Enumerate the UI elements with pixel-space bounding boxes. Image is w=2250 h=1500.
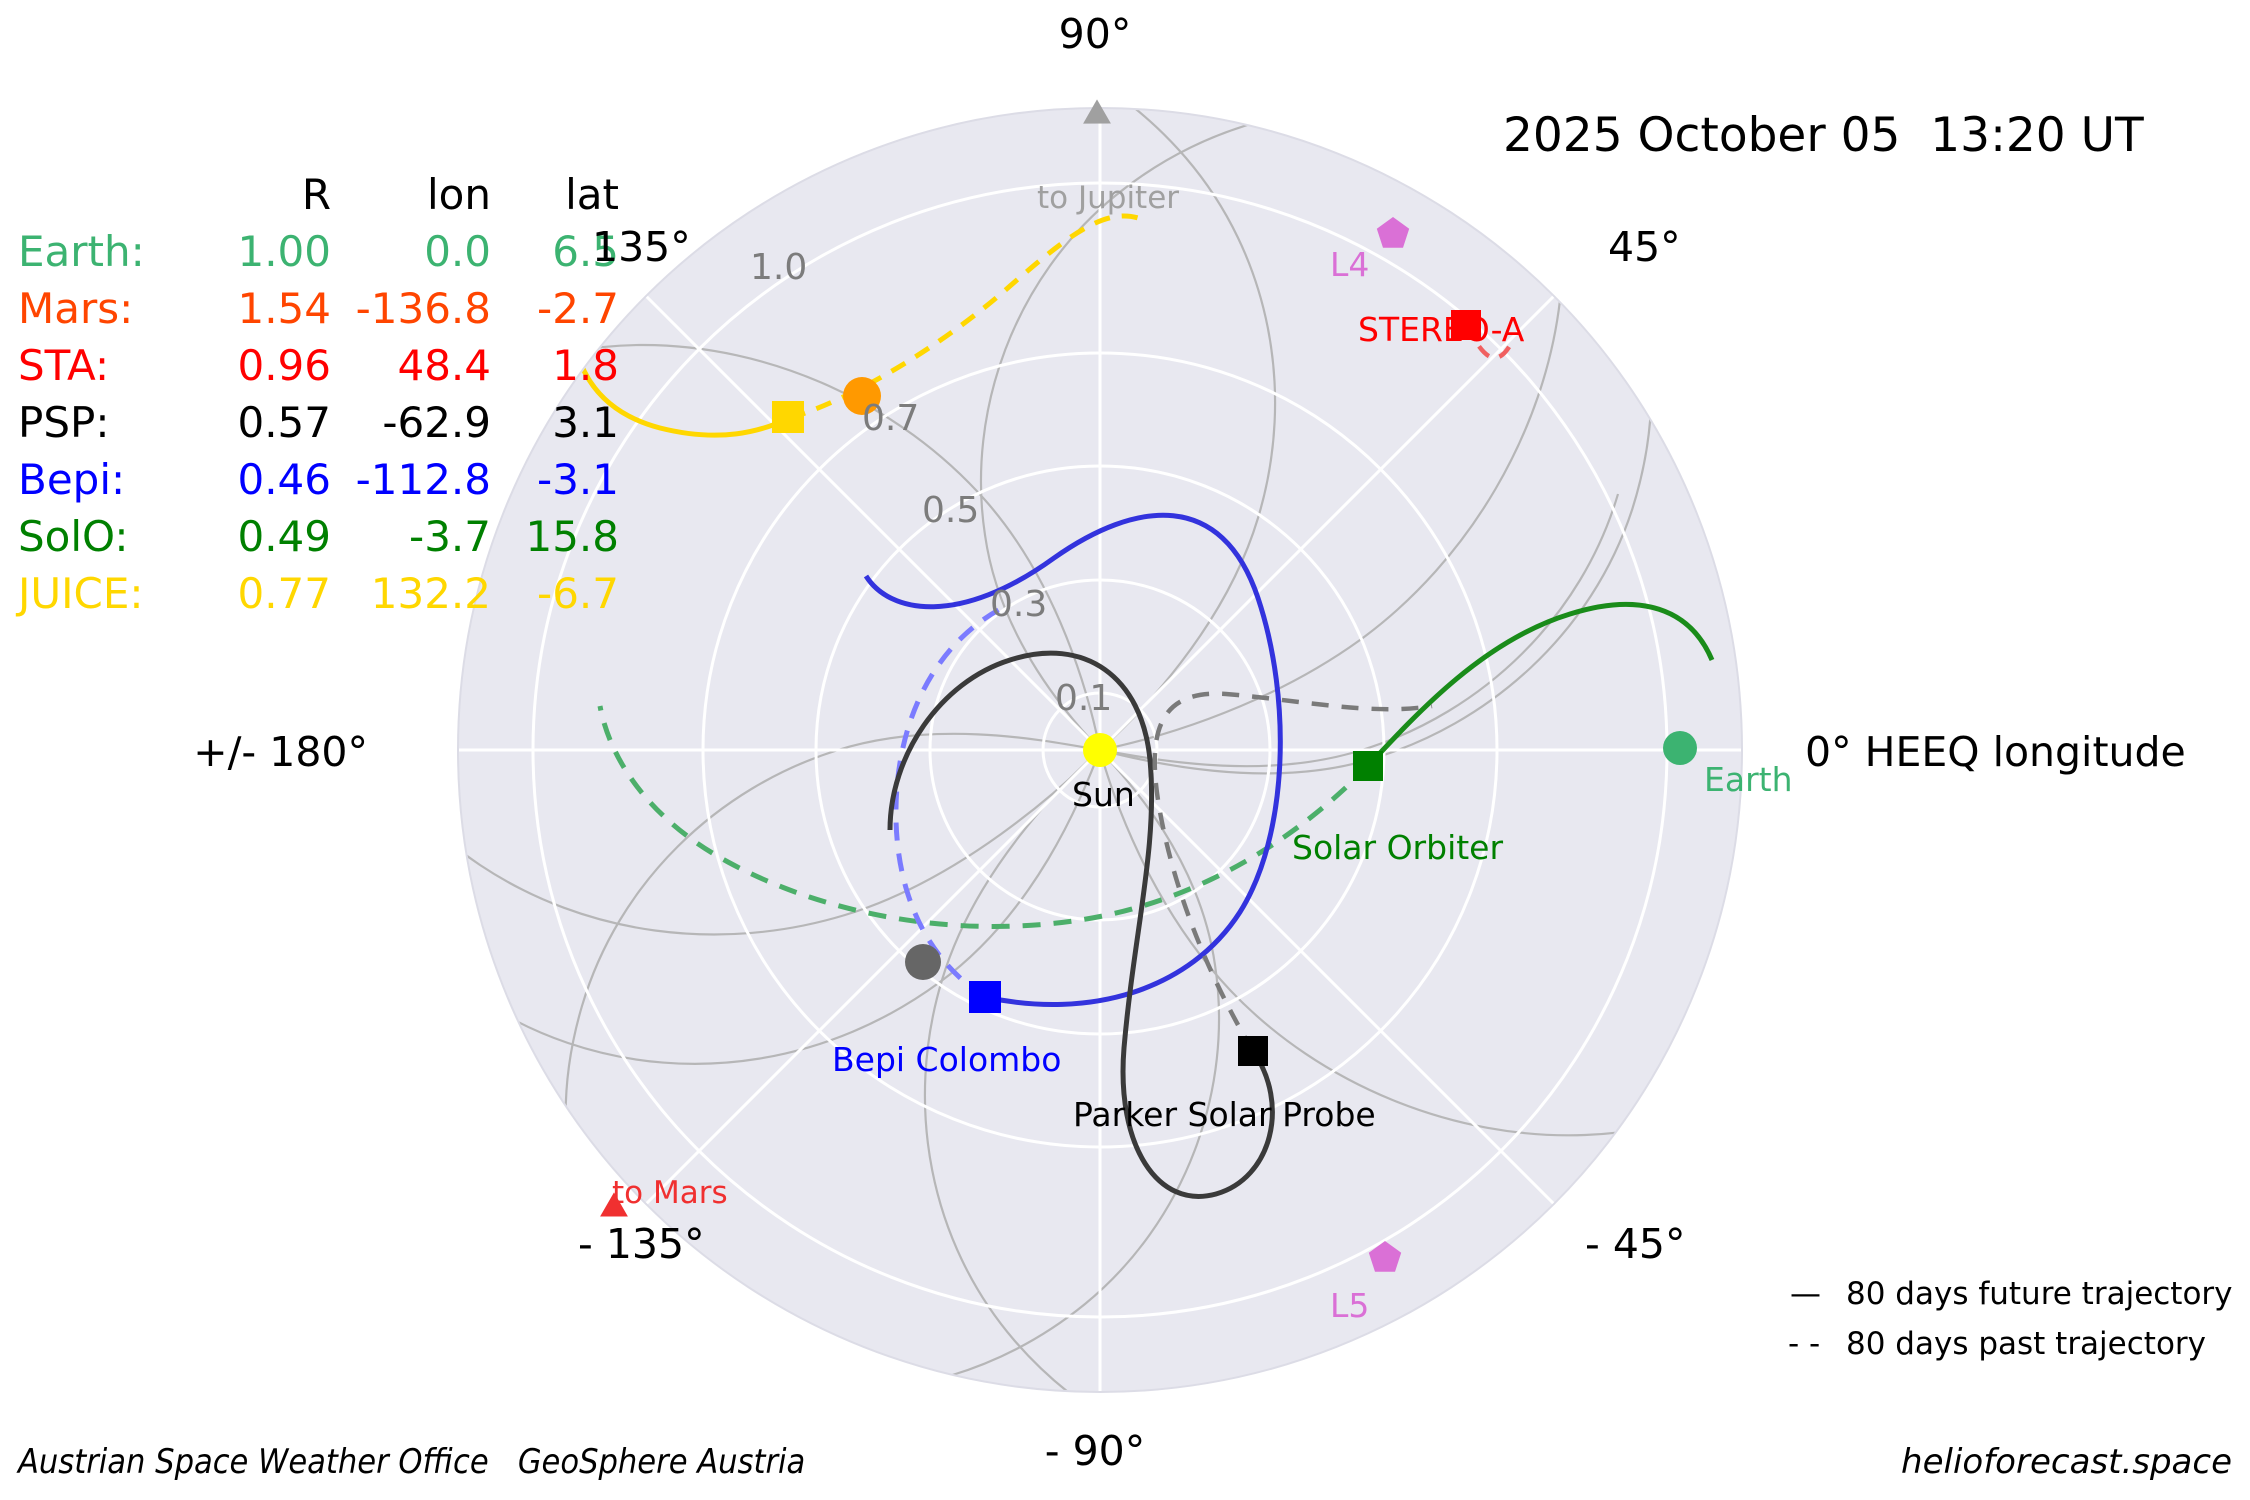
table-header-lon: lon xyxy=(427,170,491,219)
trajectory-solar-orbiter-past xyxy=(597,705,1370,929)
table-cell-name: STA: xyxy=(18,341,110,390)
marker-stereo-a xyxy=(1451,310,1481,340)
legend-past-label: 80 days past trajectory xyxy=(1846,1326,2206,1362)
radial-label: 0.3 xyxy=(990,584,1048,625)
marker-earth xyxy=(1663,731,1697,765)
trajectory-psp-past xyxy=(1152,691,1433,1053)
marker-bepi-colombo xyxy=(969,981,1001,1013)
angular-label: 135° xyxy=(592,223,691,271)
radial-label: 0.5 xyxy=(922,490,980,531)
label-parker-solar-probe: Parker Solar Probe xyxy=(1073,1095,1376,1134)
legend-past-dash: - - xyxy=(1788,1326,1821,1362)
table-cell-lon: 48.4 xyxy=(397,341,491,390)
label-to-mars: to Mars xyxy=(612,1175,728,1211)
table-cell-r: 0.46 xyxy=(237,455,331,504)
label-to-jupiter: to Jupiter xyxy=(1037,180,1180,216)
table-row: Mars: 1.54 -136.8 -2.7 xyxy=(18,280,619,337)
marker-mercury xyxy=(905,944,941,980)
angular-label: - 135° xyxy=(578,1220,705,1268)
angular-label: - 90° xyxy=(1044,1427,1146,1475)
radial-label: 0.7 xyxy=(862,398,920,439)
marker-sun xyxy=(1083,733,1117,767)
date-title: 2025 October 05 13:20 UT xyxy=(1503,108,2144,163)
table-row: Earth: 1.00 0.0 6.5 xyxy=(18,223,619,280)
angular-label: - 45° xyxy=(1585,1220,1686,1268)
table-header-blank xyxy=(18,166,193,223)
table-cell-lon: -62.9 xyxy=(382,398,491,447)
table-cell-r: 1.54 xyxy=(237,284,331,333)
table-cell-lon: 132.2 xyxy=(370,569,491,618)
trajectory-bepi-future xyxy=(863,512,1283,1008)
marker-juice xyxy=(772,401,804,433)
table-row: JUICE: 0.77 132.2 -6.7 xyxy=(18,565,619,622)
radial-label: 0.1 xyxy=(1055,678,1113,719)
table-cell-lon: -136.8 xyxy=(355,284,491,333)
angular-label: +/- 180° xyxy=(193,728,368,776)
table-cell-r: 0.96 xyxy=(237,341,331,390)
table-row: STA: 0.96 48.4 1.8 xyxy=(18,337,619,394)
table-cell-name: SolO: xyxy=(18,512,129,561)
radial-label: 1.0 xyxy=(750,247,808,288)
table-cell-lon: -3.7 xyxy=(409,512,491,561)
table-cell-r: 1.00 xyxy=(237,227,331,276)
trajectory-psp-future xyxy=(887,650,1275,1199)
table-cell-lat: 15.8 xyxy=(525,512,619,561)
trajectory-solar-orbiter-future xyxy=(1366,601,1715,768)
table-cell-lat: -6.7 xyxy=(537,569,619,618)
table-cell-lon: -112.8 xyxy=(355,455,491,504)
table-cell-lat: 3.1 xyxy=(552,398,619,447)
table-row: SolO: 0.49 -3.7 15.8 xyxy=(18,508,619,565)
table-cell-name: Mars: xyxy=(18,284,134,333)
angular-label: 0° HEEQ longitude xyxy=(1805,728,2186,776)
angular-gridlines xyxy=(458,108,1742,1392)
marker-venus xyxy=(843,377,881,415)
table-cell-name: Earth: xyxy=(18,227,145,276)
table-cell-name: JUICE: xyxy=(18,569,144,618)
marker-l5 xyxy=(1368,1241,1402,1272)
label-l5: L5 xyxy=(1330,1286,1370,1325)
ephemeris-table: R lon lat Earth: 1.00 0.0 6.5 Mars: 1.54 -136.… xyxy=(18,52,619,736)
angular-label: 45° xyxy=(1608,223,1681,271)
label-sun: Sun xyxy=(1072,775,1135,814)
footer-attribution: Austrian Space Weather Office GeoSphere … xyxy=(18,1442,806,1482)
object-markers xyxy=(600,99,1697,1272)
table-cell-lat: -3.1 xyxy=(537,455,619,504)
table-cell-name: Bepi: xyxy=(18,455,126,504)
table-cell-lon: 0.0 xyxy=(424,227,491,276)
label-earth: Earth xyxy=(1704,760,1793,799)
table-header-r: R xyxy=(301,170,331,219)
table-row: Bepi: 0.46 -112.8 -3.1 xyxy=(18,451,619,508)
legend-future-label: 80 days future trajectory xyxy=(1846,1276,2233,1312)
table-cell-r: 0.49 xyxy=(237,512,331,561)
label-stereo-a: STEREO-A xyxy=(1358,310,1525,349)
angular-label: 90° xyxy=(1058,10,1132,58)
marker-to-jupiter xyxy=(1083,99,1111,124)
label-l4: L4 xyxy=(1330,245,1370,284)
table-header-lat: lat xyxy=(565,170,619,219)
table-cell-r: 0.57 xyxy=(237,398,331,447)
table-row: PSP: 0.57 -62.9 3.1 xyxy=(18,394,619,451)
legend-future-dash: — xyxy=(1790,1276,1821,1312)
marker-l4 xyxy=(1376,217,1410,248)
table-cell-lat: 6.5 xyxy=(552,227,619,276)
table-cell-name: PSP: xyxy=(18,398,110,447)
marker-to-mars xyxy=(600,1192,628,1217)
footer-website: helioforecast.space xyxy=(1901,1442,2232,1482)
table-cell-lat: 1.8 xyxy=(552,341,619,390)
table-cell-r: 0.77 xyxy=(237,569,331,618)
table-cell-lat: -2.7 xyxy=(537,284,619,333)
label-bepi-colombo: Bepi Colombo xyxy=(832,1040,1062,1079)
label-solar-orbiter: Solar Orbiter xyxy=(1292,828,1504,867)
table-header-row: R lon lat xyxy=(18,166,619,223)
marker-solar-orbiter xyxy=(1353,751,1383,781)
marker-parker-solar-probe xyxy=(1238,1036,1268,1066)
